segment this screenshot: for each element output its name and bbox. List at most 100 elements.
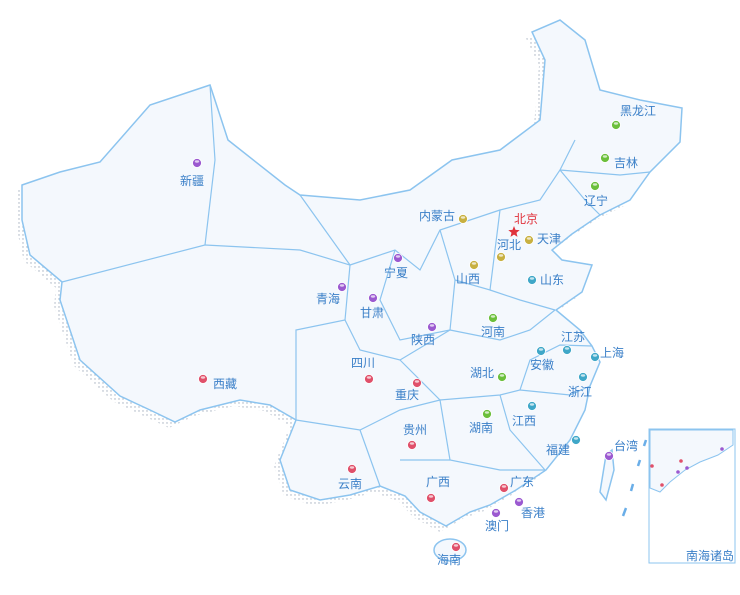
province-marker[interactable]: 湖南 <box>469 409 493 436</box>
marker-dot-icon[interactable] <box>426 493 436 503</box>
marker-dot-icon[interactable] <box>347 464 357 474</box>
province-label[interactable]: 天津 <box>537 232 561 246</box>
capital-label[interactable]: 北京 <box>514 212 538 226</box>
province-marker[interactable]: 福建 <box>546 435 581 458</box>
marker-dot-icon[interactable] <box>337 282 347 292</box>
province-marker[interactable]: 湖北 <box>470 365 507 382</box>
marker-dot-icon[interactable] <box>368 293 378 303</box>
marker-dot-icon[interactable] <box>491 508 501 518</box>
province-marker[interactable]: 广东 <box>499 475 535 493</box>
province-label[interactable]: 广东 <box>510 475 534 489</box>
province-label[interactable]: 四川 <box>351 356 375 370</box>
province-marker[interactable]: 重庆 <box>395 378 422 403</box>
province-label[interactable]: 浙江 <box>568 385 592 399</box>
marker-dot-icon[interactable] <box>590 181 600 191</box>
marker-dot-icon[interactable] <box>364 374 374 384</box>
marker-dot-icon[interactable] <box>497 372 507 382</box>
province-marker[interactable]: 安徽 <box>530 346 554 373</box>
province-label[interactable]: 香港 <box>521 506 545 520</box>
province-marker[interactable]: 天津 <box>524 232 562 246</box>
province-label[interactable]: 河南 <box>481 324 505 339</box>
province-label[interactable]: 山西 <box>456 272 480 286</box>
province-marker[interactable]: 吉林 <box>600 153 639 171</box>
province-label[interactable]: 江苏 <box>561 330 585 344</box>
province-label[interactable]: 新疆 <box>180 173 204 188</box>
province-label[interactable]: 云南 <box>338 476 362 491</box>
marker-dot-icon[interactable] <box>192 158 202 168</box>
province-label[interactable]: 吉林 <box>614 156 638 170</box>
province-label[interactable]: 广西 <box>426 475 450 489</box>
marker-dot-icon[interactable] <box>427 322 437 332</box>
province-marker[interactable]: 四川 <box>351 356 375 384</box>
marker-dot-icon[interactable] <box>527 275 537 285</box>
marker-dot-icon[interactable] <box>496 252 506 262</box>
province-label[interactable]: 青海 <box>316 291 340 306</box>
province-label[interactable]: 河北 <box>497 238 521 252</box>
marker-dot-icon[interactable] <box>393 253 403 263</box>
province-label[interactable]: 内蒙古 <box>419 208 455 223</box>
marker-dot-icon[interactable] <box>571 435 581 445</box>
province-label[interactable]: 江西 <box>512 414 536 428</box>
province-marker[interactable]: 江苏 <box>561 330 585 355</box>
marker-dot-icon[interactable] <box>527 401 537 411</box>
province-marker[interactable]: 甘肃 <box>360 293 384 321</box>
province-marker[interactable]: 云南 <box>338 464 362 492</box>
marker-dot-icon[interactable] <box>451 542 461 552</box>
province-label[interactable]: 台湾 <box>614 438 638 453</box>
province-marker[interactable]: 新疆 <box>180 158 204 189</box>
province-label[interactable]: 甘肃 <box>360 306 384 320</box>
south-china-sea-inset[interactable]: 南海诸岛 <box>648 428 736 564</box>
province-marker[interactable]: 河南 <box>481 313 505 340</box>
province-label[interactable]: 西藏 <box>213 377 237 391</box>
marker-dot-icon[interactable] <box>198 374 208 384</box>
province-marker[interactable]: 黑龙江 <box>611 104 657 130</box>
marker-dot-icon[interactable] <box>524 235 534 245</box>
marker-dot-icon[interactable] <box>407 440 417 450</box>
province-label[interactable]: 辽宁 <box>584 193 608 208</box>
taiwan-island[interactable] <box>599 448 615 502</box>
province-marker[interactable]: 陕西 <box>411 322 437 348</box>
marker-dot-icon[interactable] <box>562 345 572 355</box>
province-marker[interactable]: 浙江 <box>568 372 592 400</box>
capital-marker[interactable]: 北京 <box>508 212 538 237</box>
province-marker[interactable]: 江西 <box>512 401 537 429</box>
marker-dot-icon[interactable] <box>604 451 614 461</box>
marker-dot-icon[interactable] <box>412 378 422 388</box>
province-label[interactable]: 陕西 <box>411 332 435 347</box>
marker-dot-icon[interactable] <box>536 346 546 356</box>
province-label[interactable]: 澳门 <box>485 518 509 533</box>
province-label[interactable]: 宁夏 <box>384 265 408 280</box>
province-marker[interactable]: 澳门 <box>485 508 509 534</box>
province-marker[interactable]: 西藏 <box>198 374 238 392</box>
province-marker[interactable]: 河北 <box>496 238 522 262</box>
marker-dot-icon[interactable] <box>590 352 600 362</box>
province-label[interactable]: 山东 <box>540 273 564 287</box>
star-icon[interactable] <box>508 226 520 237</box>
province-label[interactable]: 福建 <box>546 442 570 457</box>
province-marker[interactable]: 内蒙古 <box>419 208 468 224</box>
province-marker[interactable]: 香港 <box>514 497 546 521</box>
province-marker[interactable]: 上海 <box>590 345 625 362</box>
province-marker[interactable]: 山东 <box>527 273 565 287</box>
province-label[interactable]: 贵州 <box>403 423 427 437</box>
marker-dot-icon[interactable] <box>482 409 492 419</box>
province-marker[interactable]: 宁夏 <box>384 253 408 281</box>
province-label[interactable]: 海南 <box>437 552 461 567</box>
province-label[interactable]: 上海 <box>600 345 624 360</box>
province-marker[interactable]: 青海 <box>316 282 347 307</box>
marker-dot-icon[interactable] <box>458 214 468 224</box>
province-label[interactable]: 重庆 <box>395 388 419 402</box>
marker-dot-icon[interactable] <box>600 153 610 163</box>
province-marker[interactable]: 台湾 <box>604 438 639 461</box>
province-label[interactable]: 黑龙江 <box>620 104 656 118</box>
province-marker[interactable]: 山西 <box>456 260 480 287</box>
province-label[interactable]: 安徽 <box>530 357 554 372</box>
province-marker[interactable]: 海南 <box>437 542 461 568</box>
marker-dot-icon[interactable] <box>514 497 524 507</box>
province-marker[interactable]: 广西 <box>426 475 450 503</box>
province-label[interactable]: 湖北 <box>470 365 494 380</box>
province-marker[interactable]: 贵州 <box>403 423 427 450</box>
marker-dot-icon[interactable] <box>611 120 621 130</box>
marker-dot-icon[interactable] <box>488 313 498 323</box>
marker-dot-icon[interactable] <box>469 260 479 270</box>
